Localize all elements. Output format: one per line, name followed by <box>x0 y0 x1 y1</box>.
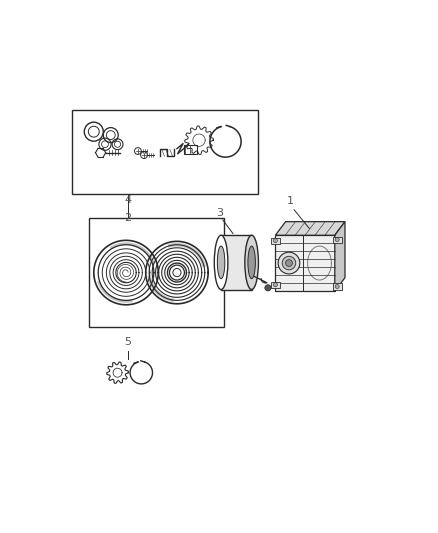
Bar <box>221 235 251 289</box>
Text: 4: 4 <box>124 196 131 205</box>
Circle shape <box>282 256 296 270</box>
Circle shape <box>335 238 339 241</box>
Polygon shape <box>335 222 345 291</box>
Ellipse shape <box>214 235 228 289</box>
Ellipse shape <box>245 235 258 289</box>
Ellipse shape <box>217 246 225 279</box>
Circle shape <box>335 285 339 288</box>
Bar <box>184 146 197 154</box>
Circle shape <box>273 239 277 243</box>
Text: 3: 3 <box>216 207 223 217</box>
Circle shape <box>286 260 293 266</box>
Ellipse shape <box>248 246 255 279</box>
Circle shape <box>278 252 300 274</box>
Bar <box>88 218 224 327</box>
Bar <box>276 235 335 291</box>
Text: 1: 1 <box>287 196 294 206</box>
Bar <box>72 110 258 195</box>
Text: 5: 5 <box>124 337 131 347</box>
Bar <box>333 284 342 289</box>
Bar <box>271 238 280 244</box>
Bar <box>271 282 280 288</box>
Circle shape <box>273 282 277 287</box>
Bar <box>333 237 342 243</box>
Circle shape <box>265 285 271 291</box>
Text: 2: 2 <box>124 213 131 223</box>
Polygon shape <box>276 222 345 235</box>
